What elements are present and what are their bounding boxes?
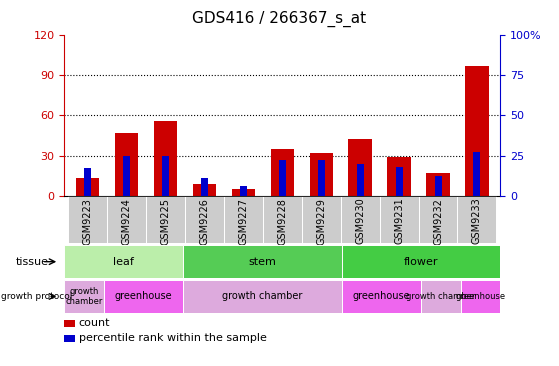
Bar [310, 153, 333, 196]
Bar [64, 320, 75, 327]
Bar [185, 196, 224, 243]
Bar [68, 196, 107, 243]
Bar [104, 280, 183, 313]
Text: GSM9231: GSM9231 [394, 198, 404, 244]
Bar [64, 245, 183, 278]
Text: growth protocol: growth protocol [1, 292, 73, 301]
Text: count: count [79, 318, 110, 328]
Bar [461, 280, 500, 313]
Bar [380, 196, 419, 243]
Text: GSM9230: GSM9230 [355, 198, 365, 244]
Text: GSM9228: GSM9228 [277, 198, 287, 244]
Text: GSM9225: GSM9225 [160, 198, 170, 245]
Bar [271, 149, 294, 196]
Text: growth chamber: growth chamber [406, 292, 476, 301]
Bar [183, 245, 342, 278]
Bar [279, 160, 286, 196]
Bar [318, 160, 325, 196]
Bar [427, 173, 449, 196]
Bar [457, 196, 496, 243]
Bar [146, 196, 185, 243]
Bar [115, 133, 138, 196]
Bar [123, 156, 130, 196]
Text: GSM9233: GSM9233 [472, 198, 482, 244]
Text: greenhouse: greenhouse [115, 291, 172, 302]
Bar [263, 196, 302, 243]
Text: flower: flower [404, 257, 438, 267]
Text: GSM9224: GSM9224 [121, 198, 131, 244]
Bar [183, 280, 342, 313]
Text: greenhouse: greenhouse [353, 291, 410, 302]
Bar [348, 139, 372, 196]
Bar [302, 196, 340, 243]
Text: stem: stem [249, 257, 276, 267]
Bar [387, 157, 411, 196]
Bar [64, 280, 104, 313]
Bar [421, 280, 461, 313]
Bar [224, 196, 263, 243]
Bar [201, 178, 208, 196]
Text: tissue: tissue [16, 257, 49, 267]
Bar [107, 196, 146, 243]
Bar [64, 335, 75, 342]
Bar [434, 176, 442, 196]
Text: growth
chamber: growth chamber [65, 287, 103, 306]
Text: percentile rank within the sample: percentile rank within the sample [79, 333, 267, 343]
Text: GDS416 / 266367_s_at: GDS416 / 266367_s_at [192, 11, 367, 27]
Text: GSM9229: GSM9229 [316, 198, 326, 244]
Text: GSM9227: GSM9227 [238, 198, 248, 245]
Bar [419, 196, 457, 243]
Bar [84, 168, 91, 196]
Bar [473, 152, 480, 196]
Bar [240, 186, 247, 196]
Text: greenhouse: greenhouse [456, 292, 505, 301]
Bar [465, 66, 489, 196]
Bar [193, 184, 216, 196]
Text: leaf: leaf [113, 257, 134, 267]
Bar [154, 121, 177, 196]
Bar [162, 156, 169, 196]
Bar [357, 164, 364, 196]
Text: GSM9226: GSM9226 [200, 198, 210, 244]
Text: growth chamber: growth chamber [222, 291, 302, 302]
Bar [342, 245, 500, 278]
Bar [76, 178, 100, 196]
Text: GSM9223: GSM9223 [83, 198, 93, 244]
Bar [340, 196, 380, 243]
Bar [342, 280, 421, 313]
Bar [231, 189, 255, 196]
Text: GSM9232: GSM9232 [433, 198, 443, 244]
Bar [396, 167, 402, 196]
